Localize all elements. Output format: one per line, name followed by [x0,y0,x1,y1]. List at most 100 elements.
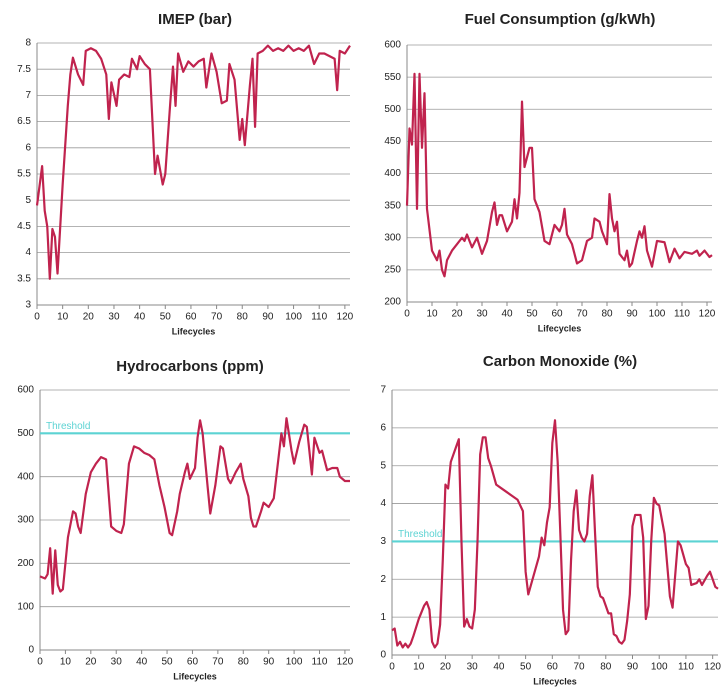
x-tick-label: 60 [185,312,197,323]
x-tick-label: 100 [286,657,303,668]
x-tick-label: 80 [238,657,250,668]
chart-title: IMEP (bar) [158,11,232,28]
chart-title: Carbon Monoxide (%) [483,353,637,370]
y-tick-label: 7.5 [17,64,31,75]
y-tick-label: 2 [380,574,386,585]
y-tick-label: 3.5 [17,273,31,284]
y-tick-label: 550 [384,72,401,83]
y-tick-label: 4 [25,247,31,258]
data-line [391,419,719,649]
data-line [35,44,351,280]
y-tick-label: 0 [380,650,386,661]
x-tick-label: 80 [237,312,249,323]
x-tick-label: 120 [699,309,716,320]
x-tick-label: 60 [551,309,563,320]
x-tick-label: 0 [404,309,410,320]
x-tick-label: 10 [60,657,72,668]
y-tick-label: 0 [28,645,34,656]
x-tick-label: 90 [263,657,275,668]
x-tick-label: 110 [674,309,690,320]
x-tick-label: 100 [651,662,668,673]
y-tick-label: 100 [17,601,34,612]
x-tick-label: 50 [161,657,173,668]
x-tick-label: 120 [337,312,354,323]
x-tick-label: 20 [83,312,95,323]
x-tick-label: 110 [678,662,694,673]
y-tick-label: 300 [17,515,34,526]
x-tick-label: 100 [285,312,302,323]
y-tick-label: 600 [384,40,401,51]
x-tick-label: 70 [211,312,223,323]
x-tick-label: 70 [212,657,224,668]
x-tick-label: 90 [262,312,274,323]
y-tick-label: 8 [25,38,31,49]
x-tick-label: 70 [573,662,585,673]
x-tick-label: 90 [626,309,638,320]
x-tick-label: 20 [85,657,97,668]
x-axis-label: Lifecycles [538,323,582,333]
y-tick-label: 1 [380,612,386,623]
x-tick-label: 60 [187,657,199,668]
x-tick-label: 20 [451,309,463,320]
x-tick-label: 0 [389,662,395,673]
y-tick-label: 4.5 [17,221,31,232]
y-tick-label: 6 [25,142,31,153]
y-tick-label: 250 [384,265,401,276]
chart-title: Hydrocarbons (ppm) [116,358,264,375]
x-tick-label: 0 [37,657,43,668]
y-tick-label: 400 [17,471,34,482]
x-tick-label: 110 [312,657,328,668]
x-tick-label: 30 [476,309,488,320]
y-tick-label: 6.5 [17,116,31,127]
threshold-label: Threshold [398,529,442,540]
x-tick-label: 50 [526,309,538,320]
x-axis-label: Lifecycles [172,326,216,336]
y-tick-label: 400 [384,168,401,179]
x-tick-label: 50 [520,662,532,673]
data-line [405,72,713,278]
x-tick-label: 70 [576,309,588,320]
threshold-label: Threshold [46,421,90,432]
chart-title: Fuel Consumption (g/kWh) [465,11,656,28]
x-tick-label: 80 [600,662,612,673]
x-tick-label: 10 [413,662,425,673]
x-tick-label: 40 [493,662,505,673]
y-tick-label: 600 [17,385,34,396]
x-tick-label: 40 [136,657,148,668]
x-tick-label: 110 [311,312,327,323]
y-tick-label: 200 [17,558,34,569]
y-tick-label: 5 [380,460,386,471]
y-tick-label: 6 [380,422,386,433]
x-tick-label: 120 [704,662,721,673]
y-tick-label: 350 [384,200,401,211]
x-tick-label: 10 [426,309,438,320]
y-tick-label: 3 [25,300,31,311]
x-tick-label: 50 [160,312,172,323]
x-tick-label: 30 [467,662,479,673]
x-tick-label: 40 [134,312,146,323]
y-tick-label: 500 [17,428,34,439]
y-tick-label: 450 [384,136,401,147]
x-tick-label: 10 [57,312,69,323]
y-tick-label: 500 [384,104,401,115]
x-tick-label: 30 [108,312,120,323]
x-tick-label: 120 [337,657,354,668]
x-tick-label: 80 [601,309,613,320]
y-tick-label: 7 [25,90,31,101]
x-tick-label: 60 [547,662,559,673]
x-tick-label: 40 [501,309,513,320]
y-tick-label: 300 [384,232,401,243]
x-tick-label: 100 [649,309,666,320]
y-tick-label: 3 [380,536,386,547]
data-line [39,417,350,595]
y-tick-label: 200 [384,297,401,308]
y-tick-label: 5.5 [17,169,31,180]
x-tick-label: 0 [34,312,40,323]
x-axis-label: Lifecycles [173,671,217,681]
y-tick-label: 7 [380,385,386,396]
x-tick-label: 90 [627,662,639,673]
x-tick-label: 30 [111,657,123,668]
x-tick-label: 20 [440,662,452,673]
y-tick-label: 4 [380,498,386,509]
